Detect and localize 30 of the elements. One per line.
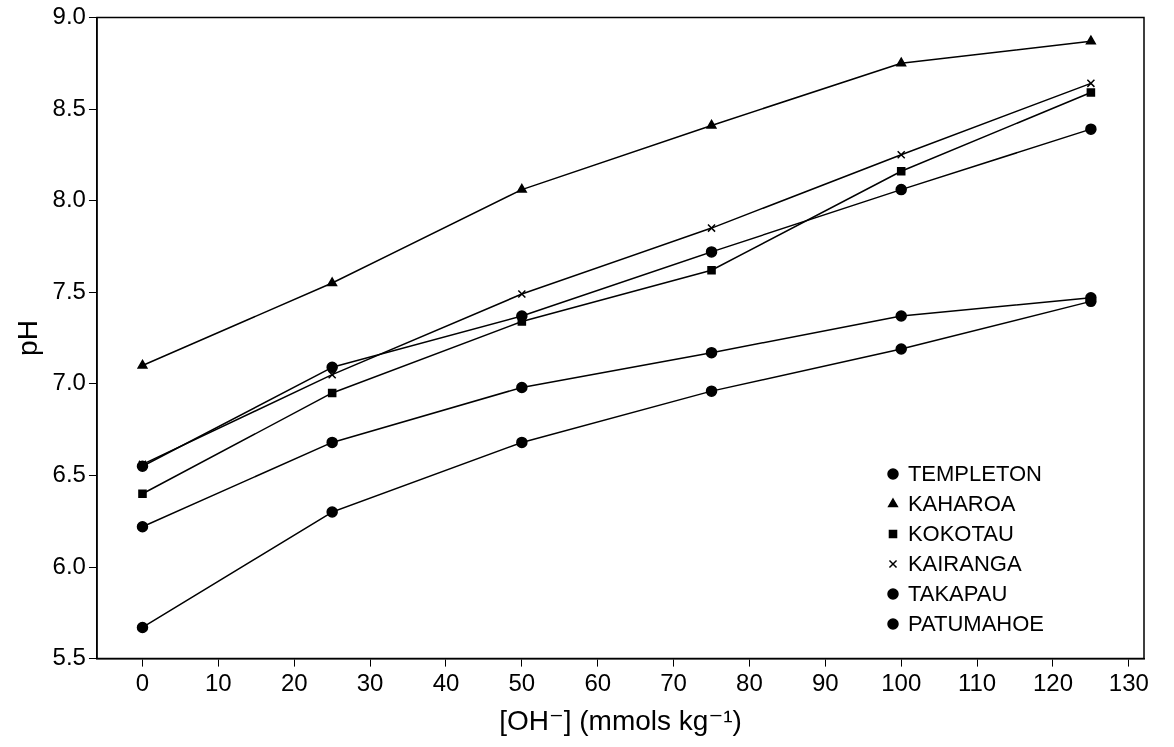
x-tick-label: 90 bbox=[811, 668, 839, 696]
x-tick-label: 20 bbox=[280, 668, 308, 696]
x-tick-label: 30 bbox=[356, 668, 384, 696]
y-tick-label: 9.0 bbox=[52, 2, 86, 30]
x-tick-label: 80 bbox=[736, 668, 763, 696]
legend-label: KAHAROA bbox=[907, 489, 1016, 518]
legend-label: KOKOTAU bbox=[907, 519, 1014, 548]
y-axis-title: pH bbox=[11, 320, 43, 356]
y-tick-label: 7.5 bbox=[52, 276, 86, 304]
y-tick-label: 6.5 bbox=[52, 460, 86, 488]
x-tick-label: 110 bbox=[957, 668, 997, 696]
x-axis-title: [OH⁻] (mmols kg⁻¹) bbox=[499, 704, 742, 736]
x-tick-label: 40 bbox=[432, 668, 460, 696]
x-tick-label: 100 bbox=[881, 668, 922, 696]
legend-label: PATUMAHOE bbox=[907, 609, 1044, 638]
legend-label: TEMPLETON bbox=[907, 459, 1042, 488]
x-tick-label: 10 bbox=[205, 668, 232, 696]
x-tick-label: 130 bbox=[1108, 668, 1149, 696]
y-tick-label: 7.0 bbox=[52, 368, 86, 396]
legend-label: KAIRANGA bbox=[907, 549, 1022, 578]
x-tick-label: 120 bbox=[1032, 668, 1073, 696]
x-tick-label: 60 bbox=[584, 668, 612, 696]
y-tick-label: 8.5 bbox=[52, 93, 86, 121]
y-tick-label: 6.0 bbox=[52, 551, 86, 579]
x-tick-label: 0 bbox=[135, 668, 150, 696]
x-tick-label: 50 bbox=[508, 668, 536, 696]
y-tick-label: 8.0 bbox=[52, 185, 86, 213]
x-tick-label: 70 bbox=[660, 668, 687, 696]
legend-label: TAKAPAU bbox=[907, 579, 1008, 608]
y-tick-label: 5.5 bbox=[52, 643, 86, 671]
